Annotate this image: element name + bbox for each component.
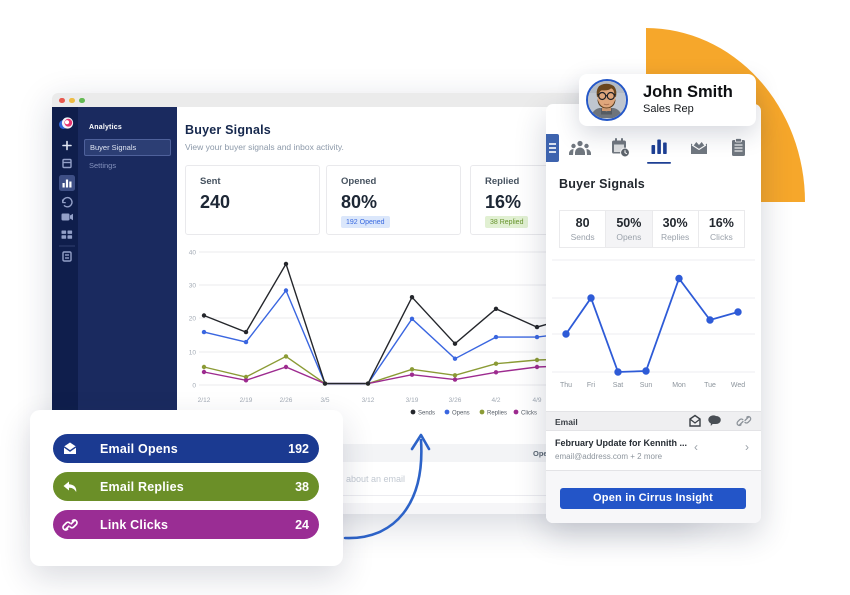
svg-text:Mon: Mon xyxy=(672,382,686,389)
svg-text:2/12: 2/12 xyxy=(198,397,211,404)
svg-text:Sun: Sun xyxy=(640,382,653,389)
svg-text:Opens: Opens xyxy=(452,411,470,417)
svg-text:40: 40 xyxy=(189,250,197,257)
svg-text:20: 20 xyxy=(189,316,197,323)
svg-text:2/26: 2/26 xyxy=(280,397,293,404)
svg-text:3/26: 3/26 xyxy=(449,397,462,404)
svg-text:Replies: Replies xyxy=(487,411,507,417)
svg-text:3/12: 3/12 xyxy=(362,397,375,404)
svg-text:Tue: Tue xyxy=(704,382,716,389)
svg-text:Sends: Sends xyxy=(418,411,435,417)
svg-text:Sat: Sat xyxy=(613,382,624,389)
svg-text:0: 0 xyxy=(192,383,196,390)
svg-text:4/9: 4/9 xyxy=(532,397,541,404)
svg-text:4/2: 4/2 xyxy=(491,397,500,404)
svg-text:3/19: 3/19 xyxy=(406,397,419,404)
svg-text:10: 10 xyxy=(189,350,197,357)
svg-text:Wed: Wed xyxy=(731,382,745,389)
svg-text:Fri: Fri xyxy=(587,382,596,389)
svg-text:Clicks: Clicks xyxy=(521,411,537,417)
svg-text:3/5: 3/5 xyxy=(320,397,329,404)
svg-text:Thu: Thu xyxy=(560,382,572,389)
svg-text:30: 30 xyxy=(189,283,197,290)
svg-text:2/19: 2/19 xyxy=(240,397,253,404)
